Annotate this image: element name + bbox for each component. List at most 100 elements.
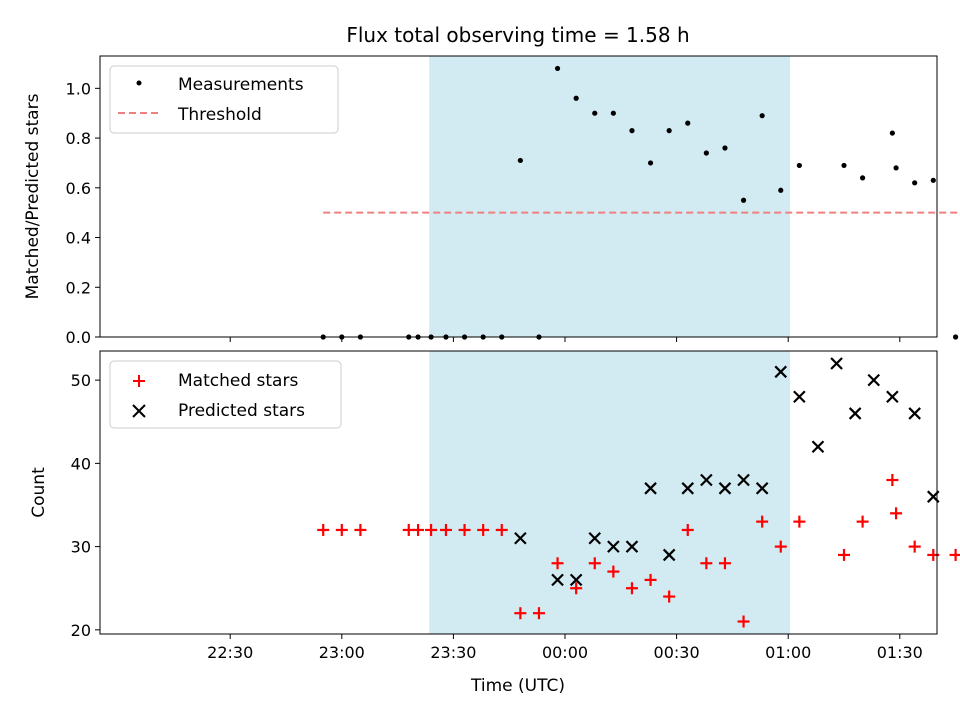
measurement-point: [685, 120, 691, 126]
measurement-point: [722, 145, 728, 151]
measurement-point: [740, 197, 747, 203]
y-tick-label: 40: [71, 454, 91, 473]
predicted-star-point: [867, 373, 881, 387]
matched-star-point: [532, 607, 545, 620]
predicted-star-point: [588, 532, 602, 545]
predicted-star-point: [644, 482, 657, 495]
observing-window-shade-bottom: [429, 351, 791, 634]
predicted-star-point: [848, 407, 862, 420]
matched-star-point: [737, 615, 750, 628]
matched-star-point: [700, 557, 713, 570]
matched-star-point: [663, 590, 676, 603]
predicted-star-point: [830, 357, 843, 370]
x-tick-label: 00:00: [542, 643, 588, 662]
top-y-ticks: 0.0 0.2 0.4 0.6 0.8 1.0: [66, 79, 100, 347]
measurement-point: [778, 187, 784, 193]
matched-star-point: [425, 523, 438, 536]
measurement-point: [912, 180, 918, 186]
legend-threshold-label: Threshold: [177, 105, 262, 125]
measurement-point: [666, 128, 672, 134]
measurement-point: [647, 160, 654, 166]
top-legend: Measurements Threshold: [109, 65, 339, 134]
matched-star-point: [477, 523, 490, 536]
measurement-point: [610, 110, 616, 116]
y-tick-label: 0.4: [66, 229, 91, 248]
chart-title: Flux total observing time = 1.58 h: [346, 23, 689, 47]
matched-star-point: [681, 523, 694, 536]
matched-star-point: [514, 607, 527, 620]
predicted-star-point: [569, 573, 583, 587]
matched-star-point: [335, 523, 348, 536]
measurement-point: [953, 334, 959, 340]
predicted-star-point: [625, 540, 639, 553]
top-legend-box: [109, 65, 339, 134]
matched-star-point: [890, 507, 903, 520]
predicted-star-point: [811, 440, 825, 453]
bottom-x-ticks: 22:30 23:00 23:30 00:00 00:30 01:00 01:30: [207, 634, 923, 662]
matched-star-point: [856, 515, 869, 528]
matched-star-point: [718, 557, 731, 570]
matched-star-point: [317, 523, 330, 536]
matched-star-point: [551, 557, 564, 570]
measurement-point: [841, 162, 847, 169]
x-tick-label: 01:00: [765, 643, 811, 662]
matched-star-point: [949, 548, 960, 561]
matched-star-point: [838, 548, 850, 561]
bottom-legend-box: [109, 360, 342, 429]
y-tick-label: 0.8: [66, 129, 91, 148]
legend-predicted-marker: [132, 404, 146, 418]
matched-star-point: [908, 540, 921, 553]
legend-measurements-label: Measurements: [178, 75, 304, 95]
matched-star-point: [644, 573, 657, 586]
predicted-star-point: [908, 407, 921, 420]
matched-star-point: [570, 582, 583, 595]
matched-stars-points: [317, 474, 960, 628]
predicted-star-point: [755, 482, 769, 495]
predicted-star-point: [514, 532, 527, 545]
measurement-point: [592, 110, 598, 116]
measurement-point: [517, 157, 523, 164]
x-tick-label: 22:30: [207, 643, 253, 662]
measurement-point: [759, 113, 765, 119]
y-tick-label: 30: [71, 538, 91, 557]
matched-star-point: [625, 582, 638, 595]
predicted-star-point: [718, 482, 732, 495]
measurement-point: [893, 165, 899, 171]
predicted-star-point: [551, 573, 564, 587]
ratio-panel: 0.0 0.2 0.4 0.6 0.8 1.0 Matched/Predicted sta…: [23, 55, 960, 347]
legend-predicted-label: Predicted stars: [178, 401, 305, 421]
predicted-star-point: [662, 548, 676, 562]
matched-star-point: [495, 523, 508, 536]
predicted-star-point: [793, 390, 806, 404]
measurement-point: [796, 162, 802, 169]
y-tick-label: 20: [71, 621, 91, 640]
matched-star-point: [354, 523, 367, 536]
matched-star-point: [607, 565, 620, 578]
top-axes-frame: [99, 55, 938, 338]
x-axis-label: Time (UTC): [470, 676, 565, 696]
measurement-point: [703, 150, 709, 156]
y-tick-label: 0.2: [66, 278, 91, 297]
predicted-star-point: [681, 482, 695, 495]
x-tick-label: 00:30: [654, 643, 700, 662]
matched-star-point: [774, 540, 787, 553]
count-panel: 20 30 40 50 22:30 23:00 23:30 00:00 00:30 01:00 0…: [29, 350, 960, 696]
top-y-axis-label: Matched/Predicted stars: [23, 93, 43, 299]
bottom-legend: Matched stars Predicted stars: [109, 360, 342, 429]
measurement-point: [860, 175, 866, 181]
legend-measurements-marker: [136, 80, 142, 86]
predicted-star-point: [886, 390, 899, 404]
bottom-y-ticks: 20 30 40 50: [71, 371, 100, 640]
y-tick-label: 1.0: [66, 79, 91, 98]
predicted-star-point: [737, 473, 750, 487]
predicted-star-point: [774, 365, 788, 379]
bottom-axes-frame: [99, 350, 938, 635]
measurement-point: [573, 95, 579, 101]
bottom-y-axis-label: Count: [29, 467, 49, 518]
top-x-ticks: [229, 337, 901, 342]
shaded-region: [429, 56, 791, 337]
measurement-point: [554, 65, 561, 72]
predicted-stars-points: [514, 357, 940, 587]
x-tick-label: 23:30: [430, 643, 476, 662]
